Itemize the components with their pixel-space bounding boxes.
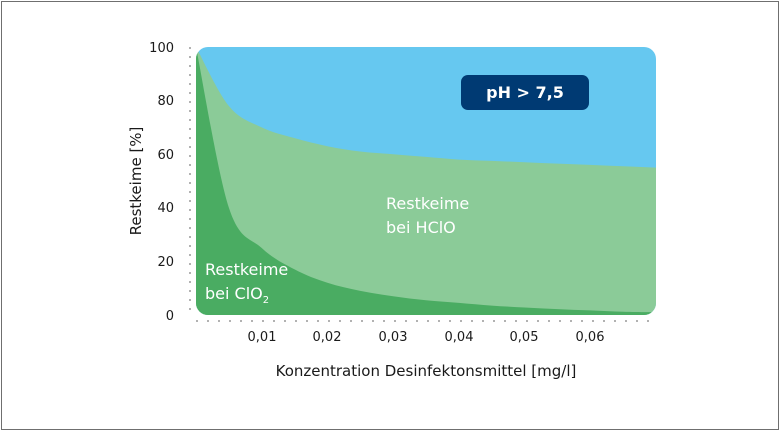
clo2-label-line1: Restkeime: [205, 260, 288, 279]
y-tick-label: 40: [157, 201, 174, 216]
x-tick-label: 0,01: [248, 330, 277, 345]
clo2-label-line2: bei ClO2: [205, 284, 269, 306]
y-tick-label: 0: [166, 309, 174, 324]
x-tick-label: 0,06: [576, 330, 605, 345]
y-tick-label: 80: [157, 94, 174, 109]
clo2-area: [196, 47, 656, 315]
y-tick-label: 100: [149, 41, 174, 56]
clo2-label-subscript: 2: [263, 295, 269, 306]
hclo-label-line2: bei HClO: [386, 218, 456, 237]
x-tick-label: 0,03: [379, 330, 408, 345]
x-axis-title: Konzentration Desinfektonsmittel [mg/l]: [276, 362, 577, 380]
hclo-area: [196, 47, 656, 315]
y-axis-title: Restkeime [%]: [127, 127, 145, 236]
clo2-label-text: bei ClO: [205, 284, 263, 303]
y-tick-label: 60: [157, 148, 174, 163]
y-tick-label: 20: [157, 255, 174, 270]
x-tick-label: 0,05: [510, 330, 539, 345]
ph-badge-text: pH > 7,5: [486, 83, 564, 102]
ph-badge: pH > 7,5: [461, 75, 589, 110]
ph-badge-box: [461, 75, 589, 110]
y-axis: 100 80 60 40 20 0 Restkeime [%]: [127, 41, 191, 324]
x-tick-label: 0,04: [445, 330, 474, 345]
x-tick-label: 0,02: [313, 330, 342, 345]
hclo-label-line1: Restkeime: [386, 194, 469, 213]
x-axis: 0,01 0,02 0,03 0,04 0,05 0,06 Konzentrat…: [196, 320, 656, 380]
